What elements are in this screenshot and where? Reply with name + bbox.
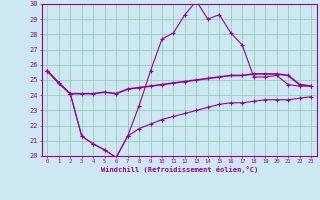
X-axis label: Windchill (Refroidissement éolien,°C): Windchill (Refroidissement éolien,°C): [100, 166, 258, 173]
